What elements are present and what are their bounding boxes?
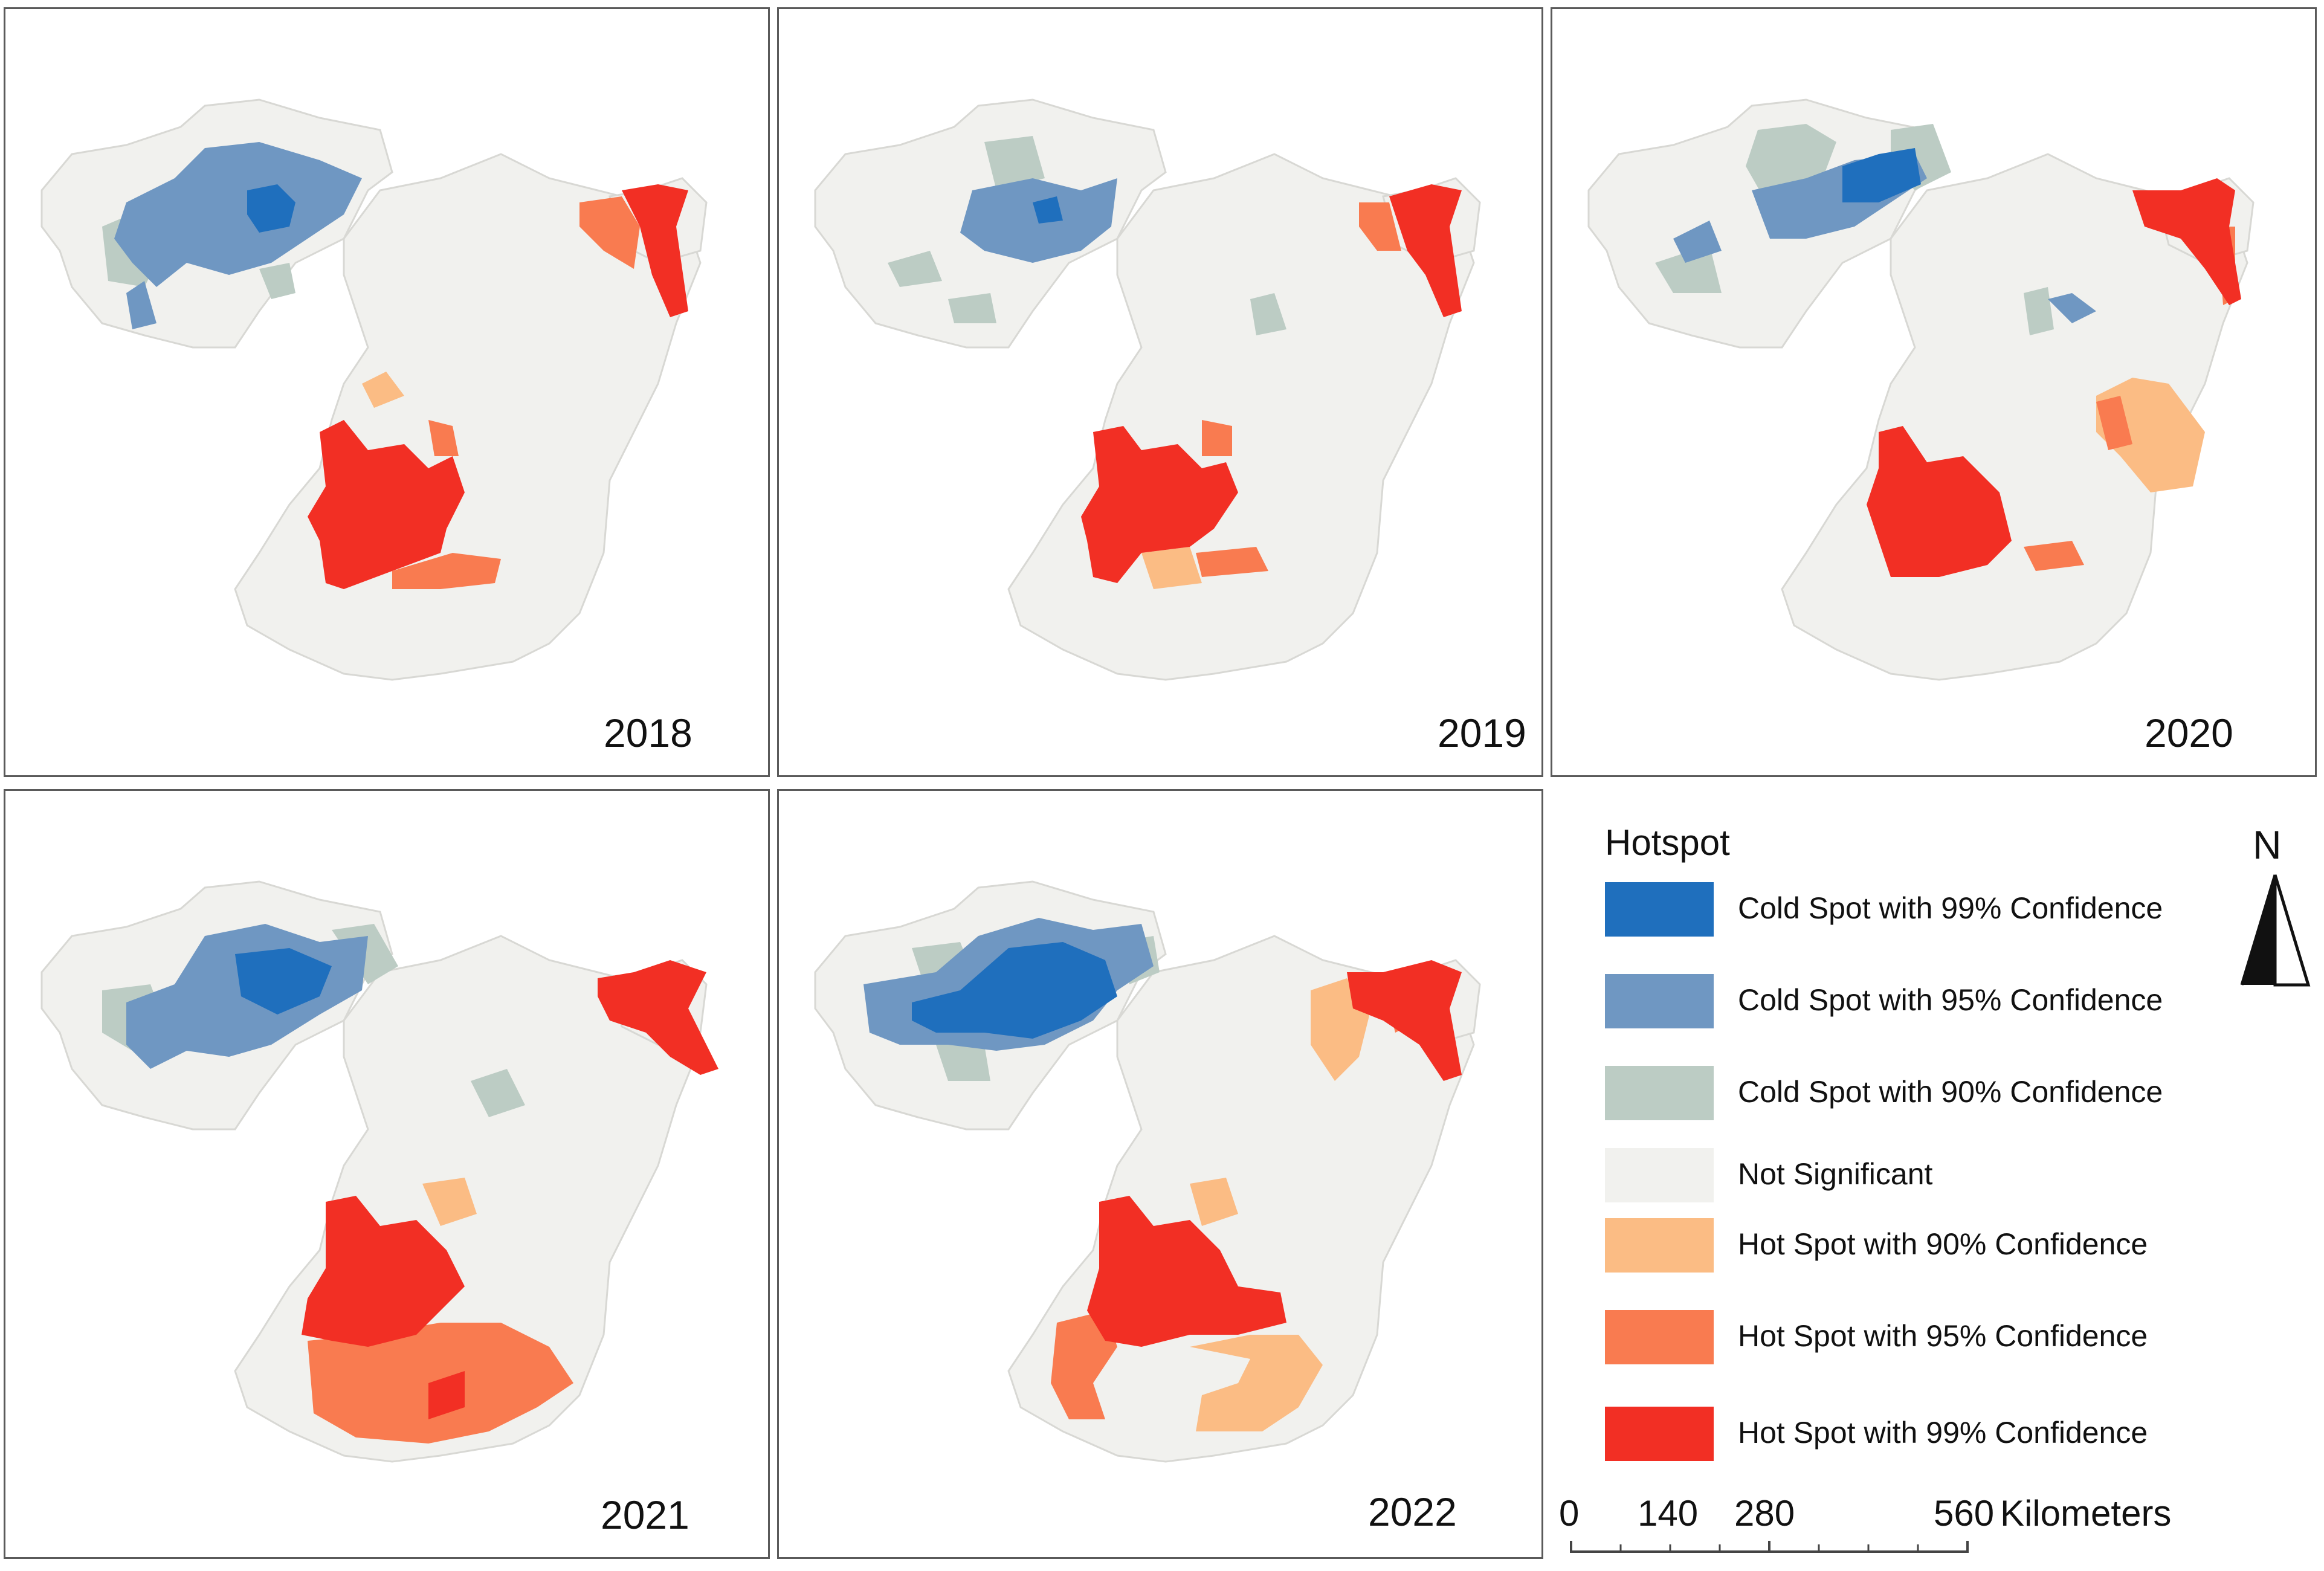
map-year-label: 2019 (1438, 711, 1526, 755)
north-arrow-icon (2240, 874, 2311, 987)
scale-tick-label: 140 (1638, 1493, 1699, 1534)
cold-spot-99 (1033, 196, 1063, 224)
north-label: N (2253, 822, 2282, 867)
cold-spot-95 (114, 142, 362, 329)
map-year-label: 2022 (1368, 1489, 1457, 1534)
legend-item-hot-95: Hot Spot with 95% Confidence (1605, 1310, 2270, 1364)
hot-spot-90 (1141, 547, 1202, 589)
cold-spot-99 (1842, 148, 1921, 202)
map-panel-2020: 2020 (1551, 7, 2317, 777)
hot-spot-95 (1196, 202, 1401, 577)
map-panel-2022: 2022 (777, 789, 1543, 1559)
hotspot-map-2020 (1587, 98, 2255, 681)
map-year-label: 2020 (2145, 711, 2233, 755)
legend-item-not-significant: Not Significant (1605, 1148, 2270, 1202)
hot-spot-90 (362, 372, 404, 408)
cold-spot-90 (888, 136, 1286, 335)
legend-swatch (1605, 882, 1714, 937)
hot-spot-99 (308, 184, 688, 589)
legend-label: Cold Spot with 90% Confidence (1738, 1075, 2163, 1109)
legend-label: Hot Spot with 99% Confidence (1738, 1416, 2148, 1450)
map-year-label: 2021 (601, 1492, 689, 1537)
hotspot-map-2018 (40, 98, 708, 681)
scale-tick-label: 560 (1934, 1493, 1995, 1534)
map-panel-2019: 2019 (777, 7, 1543, 777)
legend-label: Hot Spot with 95% Confidence (1738, 1319, 2148, 1353)
hotspot-map-2021 (40, 880, 718, 1463)
map-panel-2021: 2021 (4, 789, 770, 1559)
hot-spot-99 (1867, 178, 2241, 577)
map-panel-2018: 2018 (4, 7, 770, 777)
legend-item-cold-90: Cold Spot with 90% Confidence (1605, 1066, 2270, 1120)
legend-item-cold-95: Cold Spot with 95% Confidence (1605, 974, 2270, 1028)
legend-swatch (1605, 1148, 1714, 1202)
legend-swatch (1605, 1066, 1714, 1120)
region-not-significant (814, 98, 1481, 681)
legend-label: Hot Spot with 90% Confidence (1738, 1227, 2148, 1261)
hot-spot-99 (1087, 960, 1462, 1347)
cold-spot-99 (235, 948, 332, 1015)
hotspot-map-2022 (814, 880, 1481, 1463)
legend-item-hot-90: Hot Spot with 90% Confidence (1605, 1218, 2270, 1273)
hot-spot-90 (2096, 378, 2205, 492)
hot-spot-99 (302, 960, 718, 1419)
legend-label: Cold Spot with 95% Confidence (1738, 983, 2163, 1017)
legend-swatch (1605, 1407, 1714, 1461)
scale-tick-label: 280 (1734, 1493, 1795, 1534)
hot-spot-99 (1081, 184, 1462, 583)
cold-spot-99 (912, 942, 1117, 1039)
legend-swatch (1605, 1218, 1714, 1273)
legend-title: Hotspot (1605, 822, 1730, 863)
legend-swatch (1605, 974, 1714, 1028)
scale-bar: 0 140 280 560 Kilometers (1559, 1492, 2224, 1559)
hotspot-map-2019 (814, 98, 1481, 681)
scale-unit-label: Kilometers (2000, 1493, 2172, 1534)
legend: Hotspot Cold Spot with 99% Confidence Co… (1553, 786, 2324, 1571)
north-arrow: N (2236, 822, 2314, 1003)
scale-tick-label: 0 (1559, 1493, 1580, 1534)
hot-spot-95 (392, 196, 640, 589)
map-year-label: 2018 (604, 711, 692, 755)
legend-label: Cold Spot with 99% Confidence (1738, 891, 2163, 925)
legend-swatch (1605, 1310, 1714, 1364)
legend-label: Not Significant (1738, 1157, 1933, 1191)
scale-bar-line (1570, 1541, 1969, 1553)
legend-item-cold-99: Cold Spot with 99% Confidence (1605, 882, 2270, 937)
legend-item-hot-99: Hot Spot with 99% Confidence (1605, 1407, 2270, 1461)
